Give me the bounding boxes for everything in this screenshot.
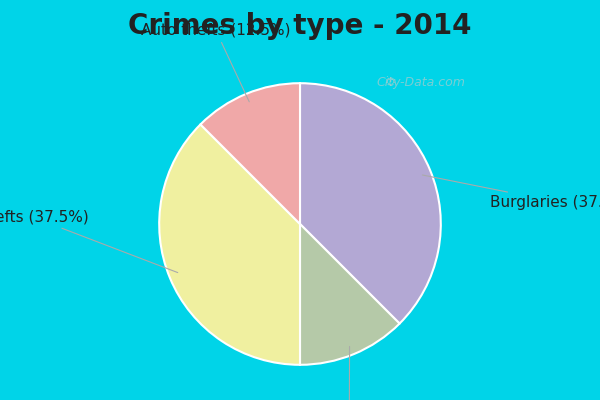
Text: Burglaries (37.5%): Burglaries (37.5%) [422, 175, 600, 210]
Text: Crimes by type - 2014: Crimes by type - 2014 [128, 12, 472, 40]
Text: Thefts (37.5%): Thefts (37.5%) [0, 210, 178, 272]
Wedge shape [300, 83, 441, 324]
Text: Assaults (12.5%): Assaults (12.5%) [285, 346, 413, 400]
Wedge shape [200, 83, 300, 224]
Wedge shape [159, 124, 300, 365]
Wedge shape [300, 224, 400, 365]
Text: ⚙: ⚙ [385, 76, 396, 89]
Text: City-Data.com: City-Data.com [377, 76, 466, 89]
Text: Auto thefts (12.5%): Auto thefts (12.5%) [141, 22, 290, 102]
